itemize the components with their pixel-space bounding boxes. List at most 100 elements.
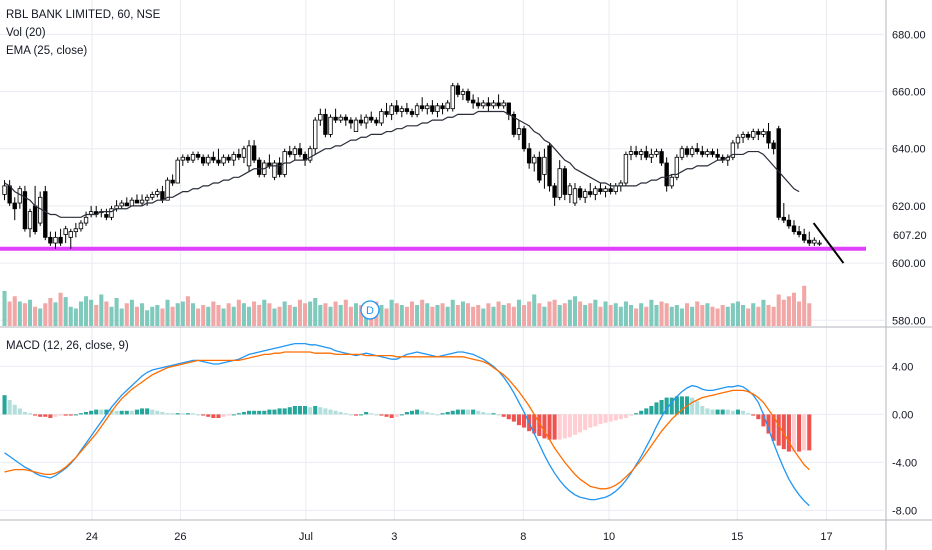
- volume-bar: [583, 305, 588, 326]
- candle-body: [195, 154, 201, 158]
- macd-hist-bar: [674, 396, 679, 415]
- macd-hist-bar: [389, 414, 394, 418]
- macd-hist-bar: [791, 414, 797, 452]
- signal-line: [4, 351, 810, 490]
- macd-hist-bar: [567, 414, 572, 438]
- volume-bar: [465, 303, 471, 326]
- volume-bar: [145, 310, 150, 326]
- dividend-marker[interactable]: D: [360, 300, 380, 320]
- volume-bar: [455, 305, 460, 326]
- volume-bar: [384, 308, 389, 326]
- candle-body: [491, 102, 496, 107]
- candle-body: [730, 142, 736, 158]
- volume-bar: [68, 306, 73, 326]
- macd-hist-bar: [710, 409, 715, 415]
- macd-hist-bar: [598, 414, 603, 424]
- macd-hist-bar: [38, 414, 43, 417]
- candle-body: [63, 228, 68, 235]
- volume-bar: [292, 306, 297, 326]
- candle-body: [241, 148, 247, 158]
- candle-body: [129, 199, 135, 207]
- macd-hist-bar: [766, 414, 771, 434]
- volume-bar: [471, 306, 476, 326]
- macd-hist-bar: [491, 413, 496, 415]
- candle-body: [338, 116, 343, 121]
- candle-body: [486, 102, 491, 107]
- macd-hist-bar: [374, 414, 379, 416]
- volume-bar: [603, 301, 608, 326]
- candle-body: [353, 119, 359, 132]
- candle-body: [17, 188, 23, 204]
- candle-body: [7, 185, 12, 204]
- volume-bar: [649, 299, 654, 326]
- candle-body: [470, 99, 476, 104]
- macd-hist-bar: [369, 413, 374, 415]
- candle-body: [623, 154, 629, 184]
- volume-bar: [318, 305, 323, 326]
- macd-hist-bar: [659, 400, 664, 415]
- price-tick-label: 680.00: [892, 29, 926, 41]
- volume-bar: [287, 305, 292, 326]
- volume-bar: [486, 303, 491, 326]
- macd-hist-bar: [547, 414, 552, 440]
- volume-bar: [53, 302, 58, 326]
- volume-bar: [338, 305, 343, 326]
- volume-bar: [690, 306, 695, 326]
- candle-body: [664, 162, 669, 187]
- macd-hist-bar: [751, 414, 756, 416]
- candle-body: [155, 191, 160, 195]
- volume-bar: [664, 303, 669, 326]
- volume-bar: [506, 303, 511, 326]
- macd-hist-bar: [303, 406, 308, 415]
- volume-bar: [588, 303, 593, 326]
- macd-hist-bar: [506, 414, 511, 420]
- candle-body: [521, 128, 527, 150]
- candle-body: [109, 208, 114, 218]
- volume-bar: [415, 305, 420, 326]
- macd-hist-bar: [496, 414, 501, 416]
- volume-bar: [308, 301, 313, 326]
- volume-bar: [776, 294, 781, 326]
- macd-hist-bar: [761, 414, 766, 427]
- macd-hist-bar: [639, 410, 644, 415]
- macd-hist-bar: [572, 414, 578, 435]
- macd-hist-bar: [348, 414, 353, 416]
- macd-hist-bar: [603, 414, 608, 423]
- volume-bar: [557, 305, 562, 326]
- candle-body: [817, 242, 822, 245]
- candle-body: [430, 105, 435, 112]
- macd-hist-bar: [155, 410, 160, 415]
- macd-hist-bar: [246, 410, 252, 415]
- volume-bar: [155, 305, 160, 326]
- candle-body: [134, 199, 140, 204]
- macd-hist-bar: [522, 414, 527, 428]
- volume-bar: [527, 301, 532, 326]
- volume-bar: [328, 306, 333, 326]
- macd-hist-bar: [623, 414, 628, 418]
- candle-body: [756, 131, 761, 135]
- macd-hist-bar: [415, 409, 420, 415]
- macd-hist-bar: [190, 413, 196, 415]
- macd-hist-bar: [180, 413, 185, 415]
- candle-body: [450, 85, 455, 110]
- volume-bar: [38, 308, 43, 326]
- volume-bar: [394, 303, 399, 326]
- candle-body: [572, 188, 578, 204]
- macd-hist-bar: [486, 413, 491, 415]
- volume-bar: [231, 306, 236, 326]
- candle-body: [318, 113, 323, 121]
- trend-line[interactable]: [812, 222, 845, 264]
- volume-bar: [134, 306, 140, 326]
- candle-body: [343, 116, 348, 121]
- candle-body: [43, 191, 48, 238]
- candle-body: [58, 236, 63, 244]
- candle-body: [577, 188, 583, 198]
- volume-bar: [781, 299, 786, 326]
- volume-bar: [425, 303, 430, 326]
- macd-hist-bar: [802, 414, 807, 451]
- volume-bar: [578, 301, 583, 326]
- volume-bar: [440, 303, 445, 326]
